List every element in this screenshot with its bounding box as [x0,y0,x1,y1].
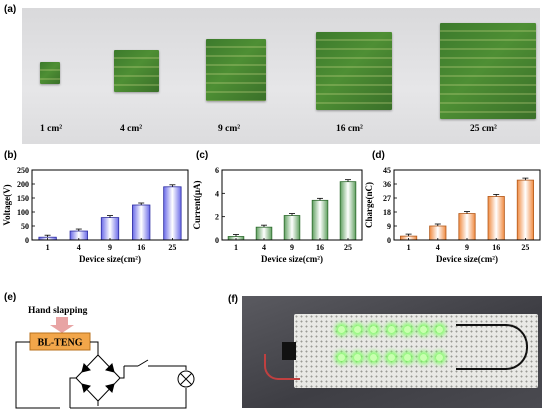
led [370,354,377,361]
panel-f-label: (f) [228,294,238,305]
y-tick-label: 2 [215,213,219,222]
y-tick-label: 4 [215,189,219,198]
x-tick-label: 9 [290,243,294,252]
arrow-shaft [56,317,68,325]
x-axis-label: Device size(cm²) [79,254,141,264]
x-tick-label: 1 [46,243,50,252]
y-tick-label: 250 [17,166,29,175]
led [404,326,411,333]
y-tick-label: 50 [21,222,29,231]
led-breadboard-photo [242,296,542,408]
current-chart: 1 4 9 16 25 0 2 4 6 Device size(cm²) Current(μA) [192,166,363,264]
plot-frame [221,169,363,241]
bar-9 [100,217,120,241]
led [404,354,411,361]
x-tick-label: 4 [77,243,81,252]
arrow-head [50,325,74,333]
bar-16 [132,204,151,241]
bar-4 [429,225,447,241]
plot-frame [31,169,189,241]
led [354,326,361,333]
leaf-device-1cm2 [40,62,60,84]
black-wire-loop [456,324,528,370]
led [388,326,395,333]
x-tick-label: 25 [344,243,352,252]
x-tick-label: 4 [262,243,266,252]
led [354,354,361,361]
led [436,354,443,361]
bar-25 [163,186,182,241]
bar-25 [339,181,357,241]
size-label-4: 4 cm² [120,124,143,134]
x-tick-label: 16 [492,243,500,252]
panel-e-label: (e) [4,292,17,303]
x-tick-label: 16 [316,243,324,252]
hand-slapping-label: Hand slapping [28,306,88,316]
x-tick-label: 9 [465,243,469,252]
bl-teng-label: BL-TENG [37,338,82,349]
bar-9 [283,215,301,241]
led [436,326,443,333]
panel-c-label: (c) [196,150,209,161]
y-axis-label: Voltage(V) [2,184,12,225]
panel-a-label: (a) [4,4,17,15]
size-label-16: 16 cm² [336,124,363,134]
x-axis-label: Device size(cm²) [436,254,498,264]
y-axis-label: Charge(nC) [364,182,374,228]
led [338,354,345,361]
y-tick-label: 150 [17,194,29,203]
x-tick-label: 16 [137,243,145,252]
y-tick-label: 18 [383,208,391,217]
circuit-diagram: Hand slapping BL-TENG [15,306,195,409]
breadboard [294,314,538,388]
red-wire [264,354,300,380]
x-tick-label: 1 [234,243,238,252]
x-tick-label: 25 [168,243,176,252]
panel-d-label: (d) [372,150,385,161]
led [338,326,345,333]
panel-b-label: (b) [4,150,17,161]
y-tick-label: 27 [383,194,391,203]
y-tick-label: 9 [387,222,391,231]
plot-frame [393,169,541,241]
leaf-device-25cm2 [440,23,536,119]
led [420,354,427,361]
y-tick-label: 100 [17,208,29,217]
x-tick-label: 4 [436,243,440,252]
size-label-9: 9 cm² [218,124,241,134]
leaf-device-9cm2 [206,39,266,101]
bridge-diodes [81,363,115,393]
bar-16 [311,199,329,241]
y-tick-label: 0 [387,236,391,245]
y-tick-label: 45 [383,166,391,175]
bar-16 [487,196,505,241]
led [388,354,395,361]
x-tick-label: 1 [407,243,411,252]
leaf-device-16cm2 [316,32,392,110]
x-tick-label: 25 [521,243,529,252]
size-label-25: 25 cm² [470,124,497,134]
charge-chart: 1 4 9 16 25 0 9 18 27 36 45 Device size(cm²) Charge(… [364,166,541,264]
bar-9 [458,213,476,241]
leaf-device-4cm2 [114,50,159,92]
x-axis-label: Device size(cm²) [261,254,323,264]
leaf-devices-photo: 1 cm² 4 cm² 9 cm² 16 cm² 25 cm² [22,8,540,144]
led [370,326,377,333]
y-tick-label: 0 [25,236,29,245]
y-axis-label: Current(μA) [192,181,202,230]
y-tick-label: 36 [383,180,391,189]
lamp-cross [180,373,192,385]
bar-25 [516,179,534,241]
y-tick-label: 200 [17,180,29,189]
x-tick-label: 9 [108,243,112,252]
size-label-1: 1 cm² [40,124,63,134]
circuit-wires [15,341,187,409]
y-tick-label: 6 [215,166,219,175]
y-tick-label: 0 [215,236,219,245]
led [420,326,427,333]
